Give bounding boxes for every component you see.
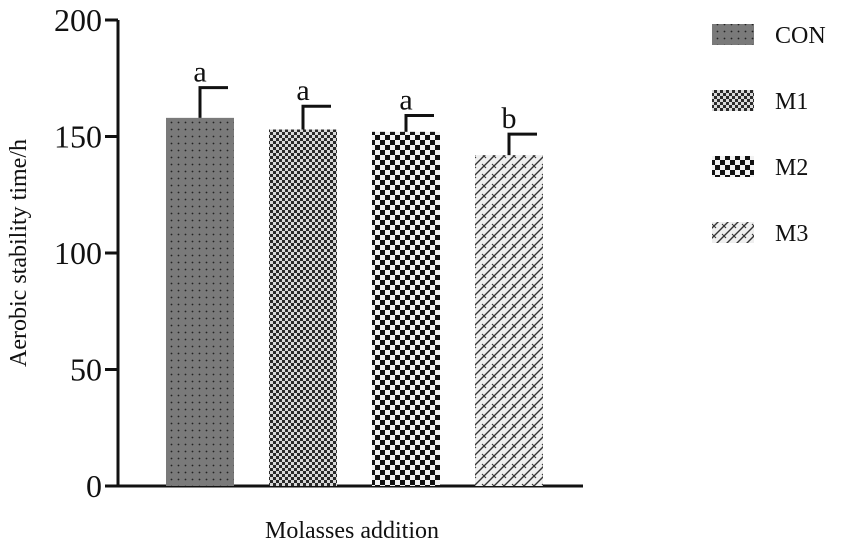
legend-swatch-m3 xyxy=(712,222,754,243)
significance-label: a xyxy=(193,56,206,89)
y-tick-label: 150 xyxy=(54,119,102,155)
y-tick-label: 100 xyxy=(54,235,102,271)
legend-label: M1 xyxy=(775,89,808,115)
y-tick-label: 0 xyxy=(86,468,102,504)
y-tick-label: 200 xyxy=(54,2,102,38)
legend-label: M2 xyxy=(775,155,808,181)
legend-label: M3 xyxy=(775,221,808,247)
legend-swatch-m1 xyxy=(712,90,754,111)
significance-label: b xyxy=(502,102,517,135)
bar-m3 xyxy=(475,155,543,486)
legend-label: CON xyxy=(775,23,826,49)
bar-con xyxy=(166,117,234,487)
legend: CON M1 M2 M3 xyxy=(712,23,826,247)
legend-swatch-m2 xyxy=(712,156,754,177)
bars: a a a b xyxy=(166,56,543,487)
significance-label: a xyxy=(296,74,309,107)
x-axis-title: Molasses addition xyxy=(265,518,439,544)
bar-m1 xyxy=(269,129,337,486)
bar-m2 xyxy=(372,131,440,486)
significance-label: a xyxy=(399,84,412,117)
y-tick-label: 50 xyxy=(70,352,102,388)
y-axis-title: Aerobic stability time/h xyxy=(6,139,32,367)
legend-swatch-con xyxy=(712,24,754,45)
